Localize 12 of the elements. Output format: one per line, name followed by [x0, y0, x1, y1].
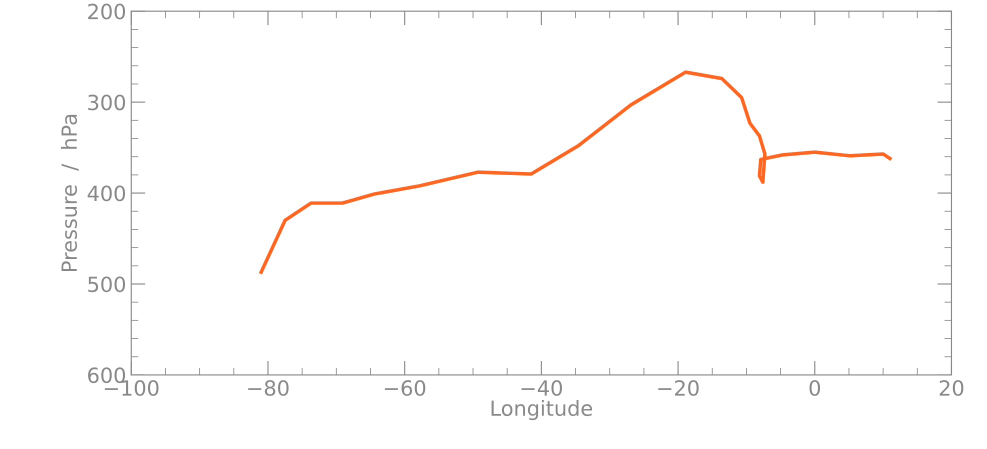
- y-tick-label: 400: [88, 186, 126, 202]
- y-tick-label: 300: [88, 94, 126, 110]
- x-tick-label: −40: [522, 380, 562, 396]
- x-tick-label: 20: [940, 380, 964, 396]
- x-tick-label: 0: [810, 380, 820, 396]
- y-tick-label: 200: [88, 4, 126, 20]
- x-axis-title: Longitude: [492, 400, 592, 420]
- y-axis-title: Pressure / hPa: [60, 114, 79, 272]
- x-tick-label: −60: [384, 380, 426, 396]
- y-tick-label: 500: [88, 276, 126, 292]
- x-tick-label: −80: [248, 380, 289, 396]
- x-tick-label: −20: [658, 380, 699, 396]
